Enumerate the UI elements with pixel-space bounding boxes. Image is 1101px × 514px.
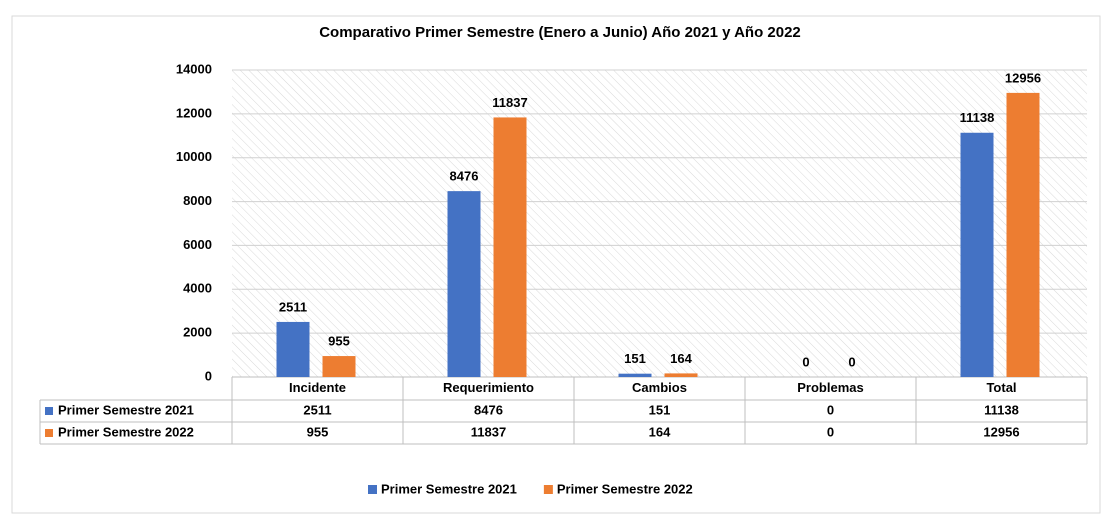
y-tick-label: 8000 (183, 193, 212, 208)
table-legend-key (45, 407, 53, 415)
y-tick-label: 4000 (183, 281, 212, 296)
y-tick-label: 6000 (183, 237, 212, 252)
x-tick-label: Requerimiento (443, 380, 534, 395)
table-cell: 8476 (474, 402, 503, 417)
table-cell: 0 (827, 424, 834, 439)
bar (960, 132, 994, 377)
y-tick-label: 14000 (176, 61, 212, 76)
bar (618, 373, 652, 377)
y-tick-label: 0 (205, 368, 212, 383)
table-cell: 164 (649, 424, 671, 439)
bar (1006, 92, 1040, 377)
legend-label: Primer Semestre 2022 (557, 481, 693, 496)
data-label: 151 (624, 351, 646, 366)
plot-area (232, 70, 1087, 377)
legend-key (368, 485, 377, 494)
table-cell: 11837 (471, 424, 506, 439)
x-tick-label: Incidente (289, 380, 346, 395)
x-tick-label: Problemas (797, 380, 863, 395)
data-label: 0 (848, 354, 855, 369)
data-label: 2511 (279, 299, 307, 314)
table-cell: 12956 (983, 424, 1019, 439)
y-tick-label: 2000 (183, 325, 212, 340)
legend-label: Primer Semestre 2021 (381, 481, 517, 496)
legend-key (543, 485, 553, 494)
table-row-header: Primer Semestre 2022 (58, 424, 194, 439)
data-label: 11138 (960, 110, 995, 125)
data-label: 164 (670, 351, 692, 366)
data-label: 0 (802, 354, 809, 369)
bar (664, 373, 698, 377)
bar (447, 191, 481, 377)
table-legend-key (45, 429, 53, 437)
table-cell: 0 (827, 402, 834, 417)
bar (493, 117, 527, 377)
bar (276, 321, 310, 377)
table-cell: 11138 (984, 402, 1019, 417)
table-cell: 2511 (303, 402, 331, 417)
x-tick-label: Total (986, 380, 1016, 395)
y-tick-label: 10000 (176, 149, 212, 164)
table-cell: 151 (649, 402, 671, 417)
data-label: 12956 (1005, 70, 1041, 85)
data-label: 955 (328, 333, 350, 348)
x-tick-label: Cambios (632, 380, 687, 395)
table-cell: 955 (307, 424, 329, 439)
data-label: 11837 (492, 95, 527, 110)
chart-title: Comparativo Primer Semestre (Enero a Jun… (319, 24, 801, 41)
table-row-header: Primer Semestre 2021 (58, 402, 194, 417)
bar (322, 356, 356, 377)
data-label: 8476 (450, 169, 479, 184)
y-tick-label: 12000 (176, 105, 212, 120)
